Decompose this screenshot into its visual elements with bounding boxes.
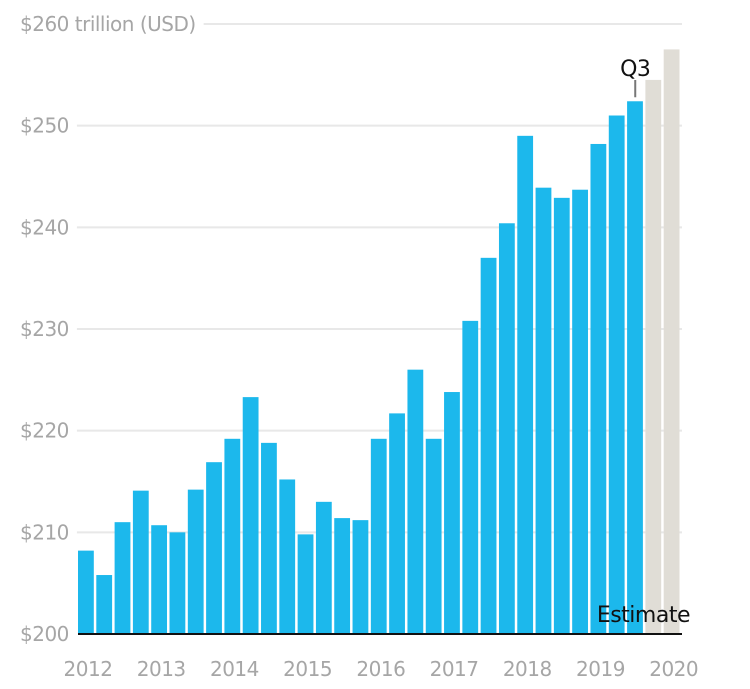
y-tick-label: $230 — [20, 317, 69, 341]
x-tick-label: 2019 — [576, 657, 625, 681]
bar-actual — [425, 438, 442, 634]
bar-actual — [224, 438, 241, 634]
y-tick-label: $220 — [20, 419, 69, 443]
bar-actual — [517, 135, 534, 635]
y-tick-label: $260 trillion (USD) — [20, 12, 196, 36]
bar-actual — [169, 532, 186, 634]
bar-actual — [627, 101, 643, 635]
bar-actual — [297, 534, 314, 634]
bar-actual — [261, 442, 277, 634]
bar-actual — [480, 257, 497, 634]
y-axis-labels: $200 $210 $220 $230 $240 $250 $260 trillion (U… — [20, 12, 196, 646]
bar-actual — [279, 479, 296, 634]
bar-actual — [352, 520, 369, 634]
bar-actual — [132, 490, 149, 634]
x-tick-label: 2017 — [430, 657, 479, 681]
bar-actual — [96, 575, 113, 634]
y-tick-label: $200 — [20, 622, 69, 646]
bar-actual — [315, 501, 332, 634]
bar-actual — [462, 320, 479, 634]
bar-estimate — [645, 79, 662, 634]
bar-actual — [535, 187, 552, 634]
bar-actual — [370, 438, 387, 634]
bar-actual — [242, 397, 259, 634]
bar-actual — [114, 522, 131, 634]
bar-actual — [187, 489, 204, 634]
bar-actual — [334, 518, 351, 634]
x-tick-label: 2012 — [64, 657, 113, 681]
x-tick-label: 2014 — [210, 657, 259, 681]
y-tick-label: $240 — [20, 215, 69, 239]
bar-actual — [444, 392, 460, 634]
bar-actual — [389, 413, 405, 634]
bar-actual — [498, 223, 515, 634]
bars — [78, 49, 680, 635]
bar-estimate — [663, 49, 680, 634]
x-tick-label: 2018 — [503, 657, 552, 681]
bar-actual — [572, 189, 588, 634]
x-tick-label: 2013 — [137, 657, 186, 681]
bar-actual — [590, 143, 607, 634]
y-tick-label: $210 — [20, 520, 69, 544]
annotation-q3: Q3 — [620, 57, 650, 82]
bar-actual — [407, 369, 424, 634]
x-tick-label: 2015 — [283, 657, 332, 681]
annotations: Q3 Estimate — [597, 57, 691, 628]
x-axis-labels: 2012 2013 2014 2015 2016 2017 2018 2019 2020 — [64, 657, 699, 681]
x-tick-label: 2020 — [649, 657, 698, 681]
bar-actual — [553, 197, 570, 634]
annotation-estimate: Estimate — [597, 603, 690, 628]
bar-actual — [151, 525, 168, 634]
bar-actual — [608, 115, 625, 634]
bar-actual — [78, 550, 94, 634]
y-tick-label: $250 — [20, 114, 69, 138]
bar-actual — [206, 462, 222, 634]
x-tick-label: 2016 — [356, 657, 405, 681]
